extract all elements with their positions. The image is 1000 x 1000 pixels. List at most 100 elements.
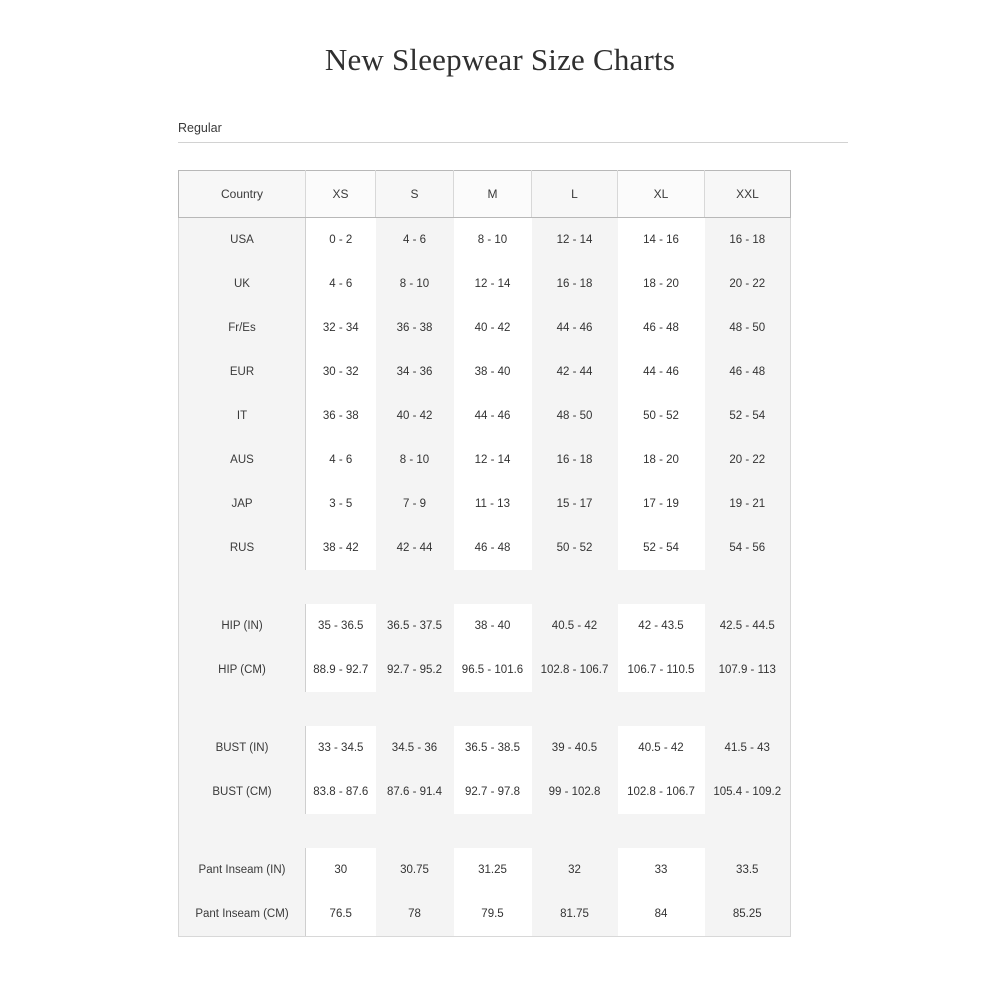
table-cell: 12 - 14 [453,438,532,482]
table-header: Country XS S M L XL XXL [178,170,791,218]
table-cell: 16 - 18 [531,262,618,306]
table-cell: 33.5 [704,848,791,892]
table-row: Pant Inseam (CM) 76.5 78 79.5 81.75 84 85.25 [178,892,791,937]
table-cell: 20 - 22 [704,438,791,482]
table-cell: 50 - 52 [531,526,618,570]
table-cell: 32 [531,848,618,892]
column-header-xs: XS [305,170,376,218]
table-row: HIP (CM) 88.9 - 92.7 92.7 - 95.2 96.5 - 101… [178,648,791,692]
table-cell: 46 - 48 [453,526,532,570]
table-cell: 14 - 16 [617,217,705,262]
table-row: EUR 30 - 32 34 - 36 38 - 40 42 - 44 44 - 46 46… [178,350,791,394]
row-label-bust: BUST (IN) [178,726,306,770]
spacer-label-cell [178,814,306,848]
table-cell: 83.8 - 87.6 [305,770,376,814]
spacer-cell [453,570,532,604]
page-title: New Sleepwear Size Charts [324,42,676,77]
table-cell: 44 - 46 [617,350,705,394]
table-cell: 30.75 [375,848,454,892]
table-cell: 11 - 13 [453,482,532,526]
row-label-bust: BUST (CM) [178,770,306,814]
table-cell: 8 - 10 [453,217,532,262]
table-cell: 16 - 18 [531,438,618,482]
table-cell: 0 - 2 [305,217,376,262]
spacer-cell [453,814,532,848]
table-cell: 36 - 38 [305,394,376,438]
table-cell: 16 - 18 [704,217,791,262]
spacer-cell [305,814,376,848]
spacer-cell [305,692,376,726]
column-header-country: Country [178,170,306,218]
spacer-cell [704,570,791,604]
table-cell: 33 [617,848,705,892]
row-label-country-sizes: AUS [178,438,306,482]
table-cell: 30 - 32 [305,350,376,394]
table-cell: 4 - 6 [305,438,376,482]
spacer-cell [617,814,705,848]
header-row: Country XS S M L XL XXL [178,170,791,218]
spacer-cell [375,814,454,848]
table-cell: 107.9 - 113 [704,648,791,692]
table-cell: 48 - 50 [704,306,791,350]
table-cell: 41.5 - 43 [704,726,791,770]
table-cell: 35 - 36.5 [305,604,376,648]
column-header-l: L [531,170,618,218]
table-cell: 34.5 - 36 [375,726,454,770]
row-label-country-sizes: EUR [178,350,306,394]
table-row: RUS 38 - 42 42 - 44 46 - 48 50 - 52 52 - 54 54… [178,526,791,570]
section-label-regular: Regular [178,121,222,135]
table-cell: 50 - 52 [617,394,705,438]
table-cell: 105.4 - 109.2 [704,770,791,814]
table-cell: 7 - 9 [375,482,454,526]
table-cell: 3 - 5 [305,482,376,526]
column-header-xxl: XXL [704,170,791,218]
row-label-pant-inseam: Pant Inseam (IN) [178,848,306,892]
row-label-pant-inseam: Pant Inseam (CM) [178,892,306,937]
spacer-cell [375,692,454,726]
table-cell: 4 - 6 [305,262,376,306]
table-cell: 81.75 [531,892,618,937]
spacer-cell [531,814,618,848]
spacer-label-cell [178,570,306,604]
table-cell: 32 - 34 [305,306,376,350]
group-spacer-row [178,814,791,848]
table-cell: 42.5 - 44.5 [704,604,791,648]
row-label-hip: HIP (CM) [178,648,306,692]
table-cell: 34 - 36 [375,350,454,394]
spacer-cell [617,570,705,604]
table-cell: 36 - 38 [375,306,454,350]
table-cell: 36.5 - 37.5 [375,604,454,648]
table-row: BUST (CM) 83.8 - 87.6 87.6 - 91.4 92.7 - 97… [178,770,791,814]
table-cell: 30 [305,848,376,892]
table-cell: 92.7 - 95.2 [375,648,454,692]
spacer-label-cell [178,692,306,726]
table-cell: 40 - 42 [453,306,532,350]
row-label-hip: HIP (IN) [178,604,306,648]
table-cell: 15 - 17 [531,482,618,526]
table-cell: 40 - 42 [375,394,454,438]
table-cell: 40.5 - 42 [617,726,705,770]
table-cell: 20 - 22 [704,262,791,306]
table-row: HIP (IN) 35 - 36.5 36.5 - 37.5 38 - 40 40.5 … [178,604,791,648]
spacer-cell [704,814,791,848]
table-cell: 52 - 54 [704,394,791,438]
table-cell: 33 - 34.5 [305,726,376,770]
row-label-country-sizes: UK [178,262,306,306]
table-row: Fr/Es 32 - 34 36 - 38 40 - 42 44 - 46 46 - 48… [178,306,791,350]
table-cell: 17 - 19 [617,482,705,526]
table-cell: 18 - 20 [617,262,705,306]
table-cell: 87.6 - 91.4 [375,770,454,814]
table-cell: 4 - 6 [375,217,454,262]
row-label-country-sizes: JAP [178,482,306,526]
table-cell: 38 - 42 [305,526,376,570]
table-row: Pant Inseam (IN) 30 30.75 31.25 32 33 33.5 [178,848,791,892]
table-cell: 40.5 - 42 [531,604,618,648]
table-cell: 39 - 40.5 [531,726,618,770]
table-cell: 38 - 40 [453,350,532,394]
table-cell: 44 - 46 [453,394,532,438]
spacer-cell [704,692,791,726]
